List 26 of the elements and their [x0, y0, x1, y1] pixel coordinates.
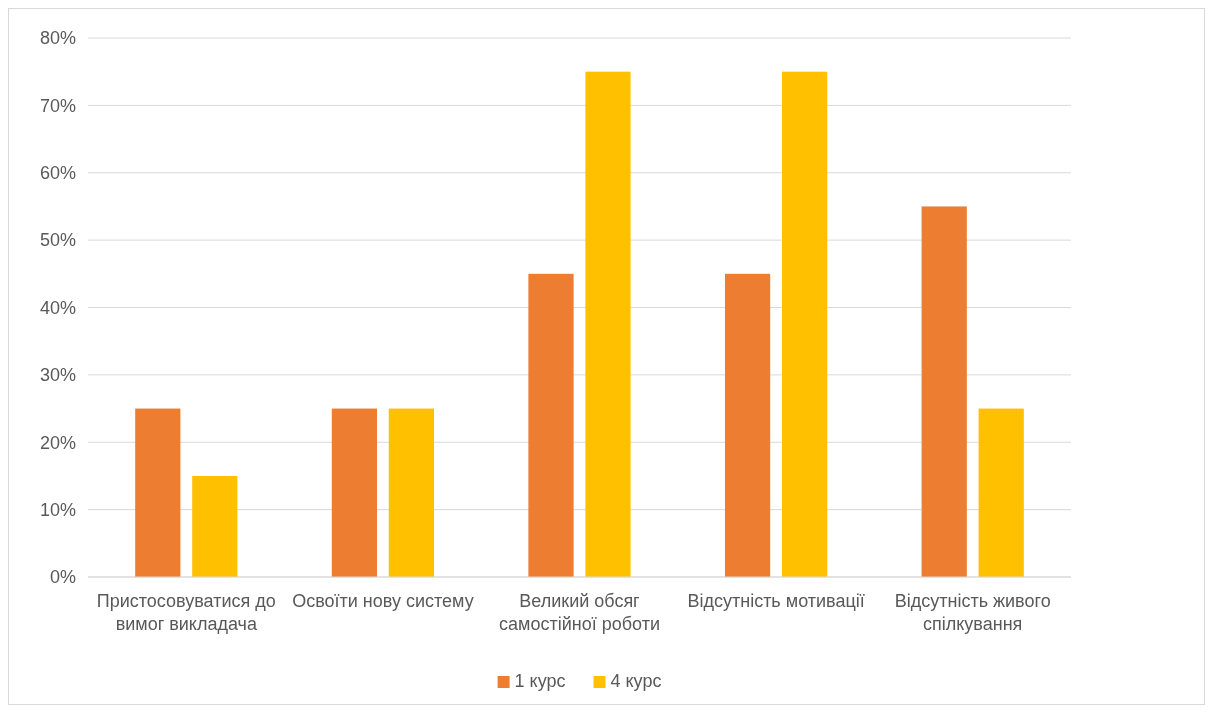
y-tick-label: 70% — [39, 95, 76, 116]
legend-label: 1 курс — [514, 671, 566, 691]
y-tick-label: 30% — [39, 365, 76, 386]
y-tick-label: 40% — [39, 297, 76, 318]
bar — [528, 273, 574, 577]
bar — [978, 408, 1024, 577]
bar — [782, 71, 828, 577]
bar — [331, 408, 377, 577]
bar — [921, 206, 967, 577]
bar — [724, 273, 771, 577]
legend-label: 4 курс — [610, 671, 662, 691]
x-tick-label: Відсутність живого спілкування — [894, 591, 1051, 634]
x-tick-label: Відсутність мотивації — [687, 591, 865, 611]
y-tick-label: 20% — [39, 432, 76, 453]
y-tick-label: 10% — [39, 499, 76, 520]
bar — [135, 408, 181, 577]
x-tick-label: Пристосовуватися до вимог викладача — [96, 591, 276, 634]
bar — [388, 408, 435, 577]
bar — [585, 71, 631, 577]
y-tick-label: 50% — [39, 230, 76, 251]
x-tick-label: Великий обсяг самостійної роботи — [499, 591, 660, 634]
bar — [192, 475, 238, 577]
y-tick-label: 60% — [39, 163, 76, 184]
x-tick-label: Освоїти нову систему — [292, 591, 474, 611]
y-tick-label: 0% — [49, 567, 76, 588]
y-tick-label: 80% — [39, 28, 76, 49]
